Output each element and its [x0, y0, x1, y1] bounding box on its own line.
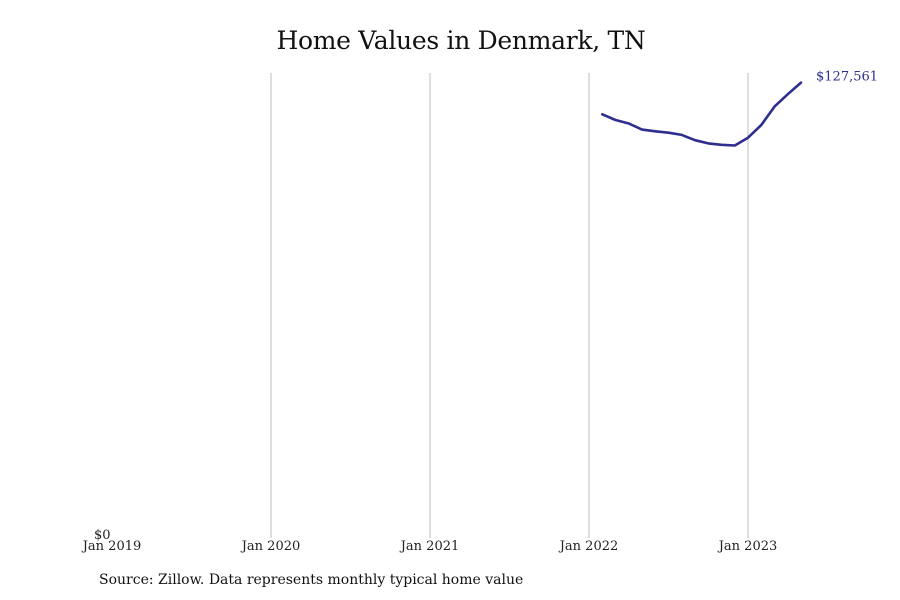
- x-axis-ticks: Jan 2019 Jan 2020 Jan 2021 Jan 2022 Jan 2023: [81, 539, 778, 554]
- chart-title: Home Values in Denmark, TN: [276, 26, 646, 55]
- series-line: [600, 81, 803, 147]
- x-tick-label: Jan 2021: [399, 539, 460, 554]
- x-tick-label: Jan 2023: [717, 539, 778, 554]
- x-tick-label: Jan 2019: [81, 539, 142, 554]
- x-tick-label: Jan 2022: [558, 539, 619, 554]
- x-tick-label: Jan 2020: [240, 539, 301, 554]
- end-value-label: $127,561: [816, 70, 878, 85]
- series-group: [600, 81, 803, 147]
- gridlines: [270, 73, 749, 538]
- source-note: Source: Zillow. Data represents monthly …: [99, 572, 524, 588]
- y-tick-label-zero: $0: [94, 528, 111, 543]
